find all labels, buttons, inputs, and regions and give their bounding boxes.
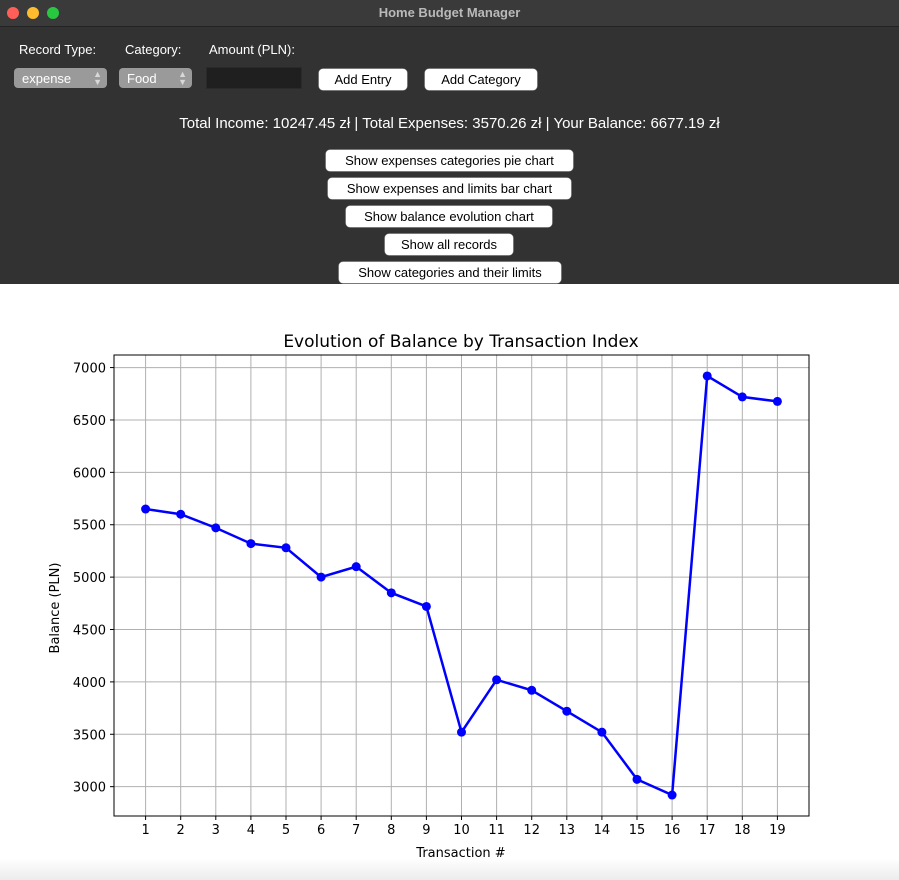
minimize-window-button[interactable] <box>27 7 39 19</box>
summary-totals: Total Income: 10247.45 zł | Total Expens… <box>179 115 720 132</box>
x-tick-label: 7 <box>352 823 360 838</box>
y-tick-label: 7000 <box>73 362 106 377</box>
balance-data-point <box>492 675 502 685</box>
chart-title: Evolution of Balance by Transaction Inde… <box>283 332 638 352</box>
x-axis-label: Transaction # <box>415 846 505 861</box>
x-tick-label: 8 <box>387 823 395 838</box>
y-tick-label: 4000 <box>73 676 106 691</box>
x-tick-label: 11 <box>488 823 505 838</box>
close-window-button[interactable] <box>7 7 19 19</box>
x-tick-label: 1 <box>141 823 149 838</box>
x-tick-label: 3 <box>212 823 220 838</box>
chart-area: Evolution of Balance by Transaction Inde… <box>0 284 899 880</box>
window-bottom-edge <box>0 858 899 880</box>
y-tick-label: 4500 <box>73 624 106 639</box>
balance-data-point <box>421 601 431 611</box>
x-tick-label: 14 <box>594 823 611 838</box>
balance-data-point <box>281 543 291 553</box>
balance-data-point <box>386 588 396 598</box>
x-tick-label: 17 <box>699 823 716 838</box>
record-type-select[interactable]: expense ▲ ▼ <box>14 68 107 88</box>
balance-data-point <box>527 685 537 695</box>
balance-chart: Evolution of Balance by Transaction Inde… <box>48 332 810 861</box>
bar-chart-button[interactable]: Show expenses and limits bar chart <box>328 178 571 199</box>
y-tick-label: 3500 <box>73 728 106 743</box>
y-tick-label: 3000 <box>73 781 106 796</box>
record-type-value: expense <box>22 71 72 86</box>
balance-data-point <box>246 539 256 549</box>
balance-data-point <box>667 790 677 800</box>
category-label: Category: <box>125 42 182 57</box>
x-tick-label: 6 <box>317 823 325 838</box>
x-tick-label: 18 <box>734 823 751 838</box>
x-tick-label: 10 <box>453 823 470 838</box>
categories-limits-button[interactable]: Show categories and their limits <box>339 262 561 283</box>
zoom-window-button[interactable] <box>47 7 59 19</box>
y-axis-label: Balance (PLN) <box>48 563 63 654</box>
all-records-button[interactable]: Show all records <box>385 234 513 255</box>
category-value: Food <box>127 71 157 86</box>
balance-data-point <box>211 523 221 533</box>
x-tick-label: 4 <box>247 823 255 838</box>
balance-data-point <box>562 706 572 716</box>
title-bar: Home Budget Manager <box>0 0 899 27</box>
x-tick-label: 13 <box>559 823 576 838</box>
balance-data-point <box>457 727 466 737</box>
y-tick-label: 5500 <box>73 519 106 534</box>
control-panel: Record Type: Category: Amount (PLN): exp… <box>0 27 899 284</box>
balance-data-point <box>316 572 326 582</box>
amount-input[interactable] <box>206 67 302 89</box>
balance-data-point <box>597 727 607 737</box>
updown-chevron-icon: ▲ ▼ <box>178 69 187 87</box>
balance-data-point <box>737 392 747 402</box>
x-tick-label: 5 <box>282 823 290 838</box>
record-type-label: Record Type: <box>19 42 97 57</box>
balance-data-point <box>772 396 782 406</box>
pie-chart-button[interactable]: Show expenses categories pie chart <box>326 150 573 171</box>
x-tick-label: 19 <box>769 823 786 838</box>
x-tick-label: 15 <box>629 823 646 838</box>
balance-data-point <box>632 774 642 784</box>
add-category-button[interactable]: Add Category <box>425 69 537 90</box>
y-tick-label: 5000 <box>73 571 106 586</box>
x-tick-label: 16 <box>664 823 681 838</box>
x-tick-label: 9 <box>422 823 430 838</box>
y-tick-label: 6000 <box>73 466 106 481</box>
balance-data-point <box>176 509 186 519</box>
balance-chart-button[interactable]: Show balance evolution chart <box>346 206 552 227</box>
balance-data-point <box>351 562 361 572</box>
window-title: Home Budget Manager <box>378 5 521 20</box>
x-tick-label: 2 <box>177 823 185 838</box>
x-tick-label: 12 <box>523 823 540 838</box>
balance-data-point <box>702 371 712 381</box>
category-select[interactable]: Food ▲ ▼ <box>119 68 192 88</box>
balance-data-point <box>141 504 151 514</box>
plot-frame <box>113 354 810 817</box>
updown-chevron-icon: ▲ ▼ <box>93 69 102 87</box>
y-tick-label: 6500 <box>73 414 106 429</box>
amount-label: Amount (PLN): <box>209 42 295 57</box>
add-entry-button[interactable]: Add Entry <box>319 69 407 90</box>
